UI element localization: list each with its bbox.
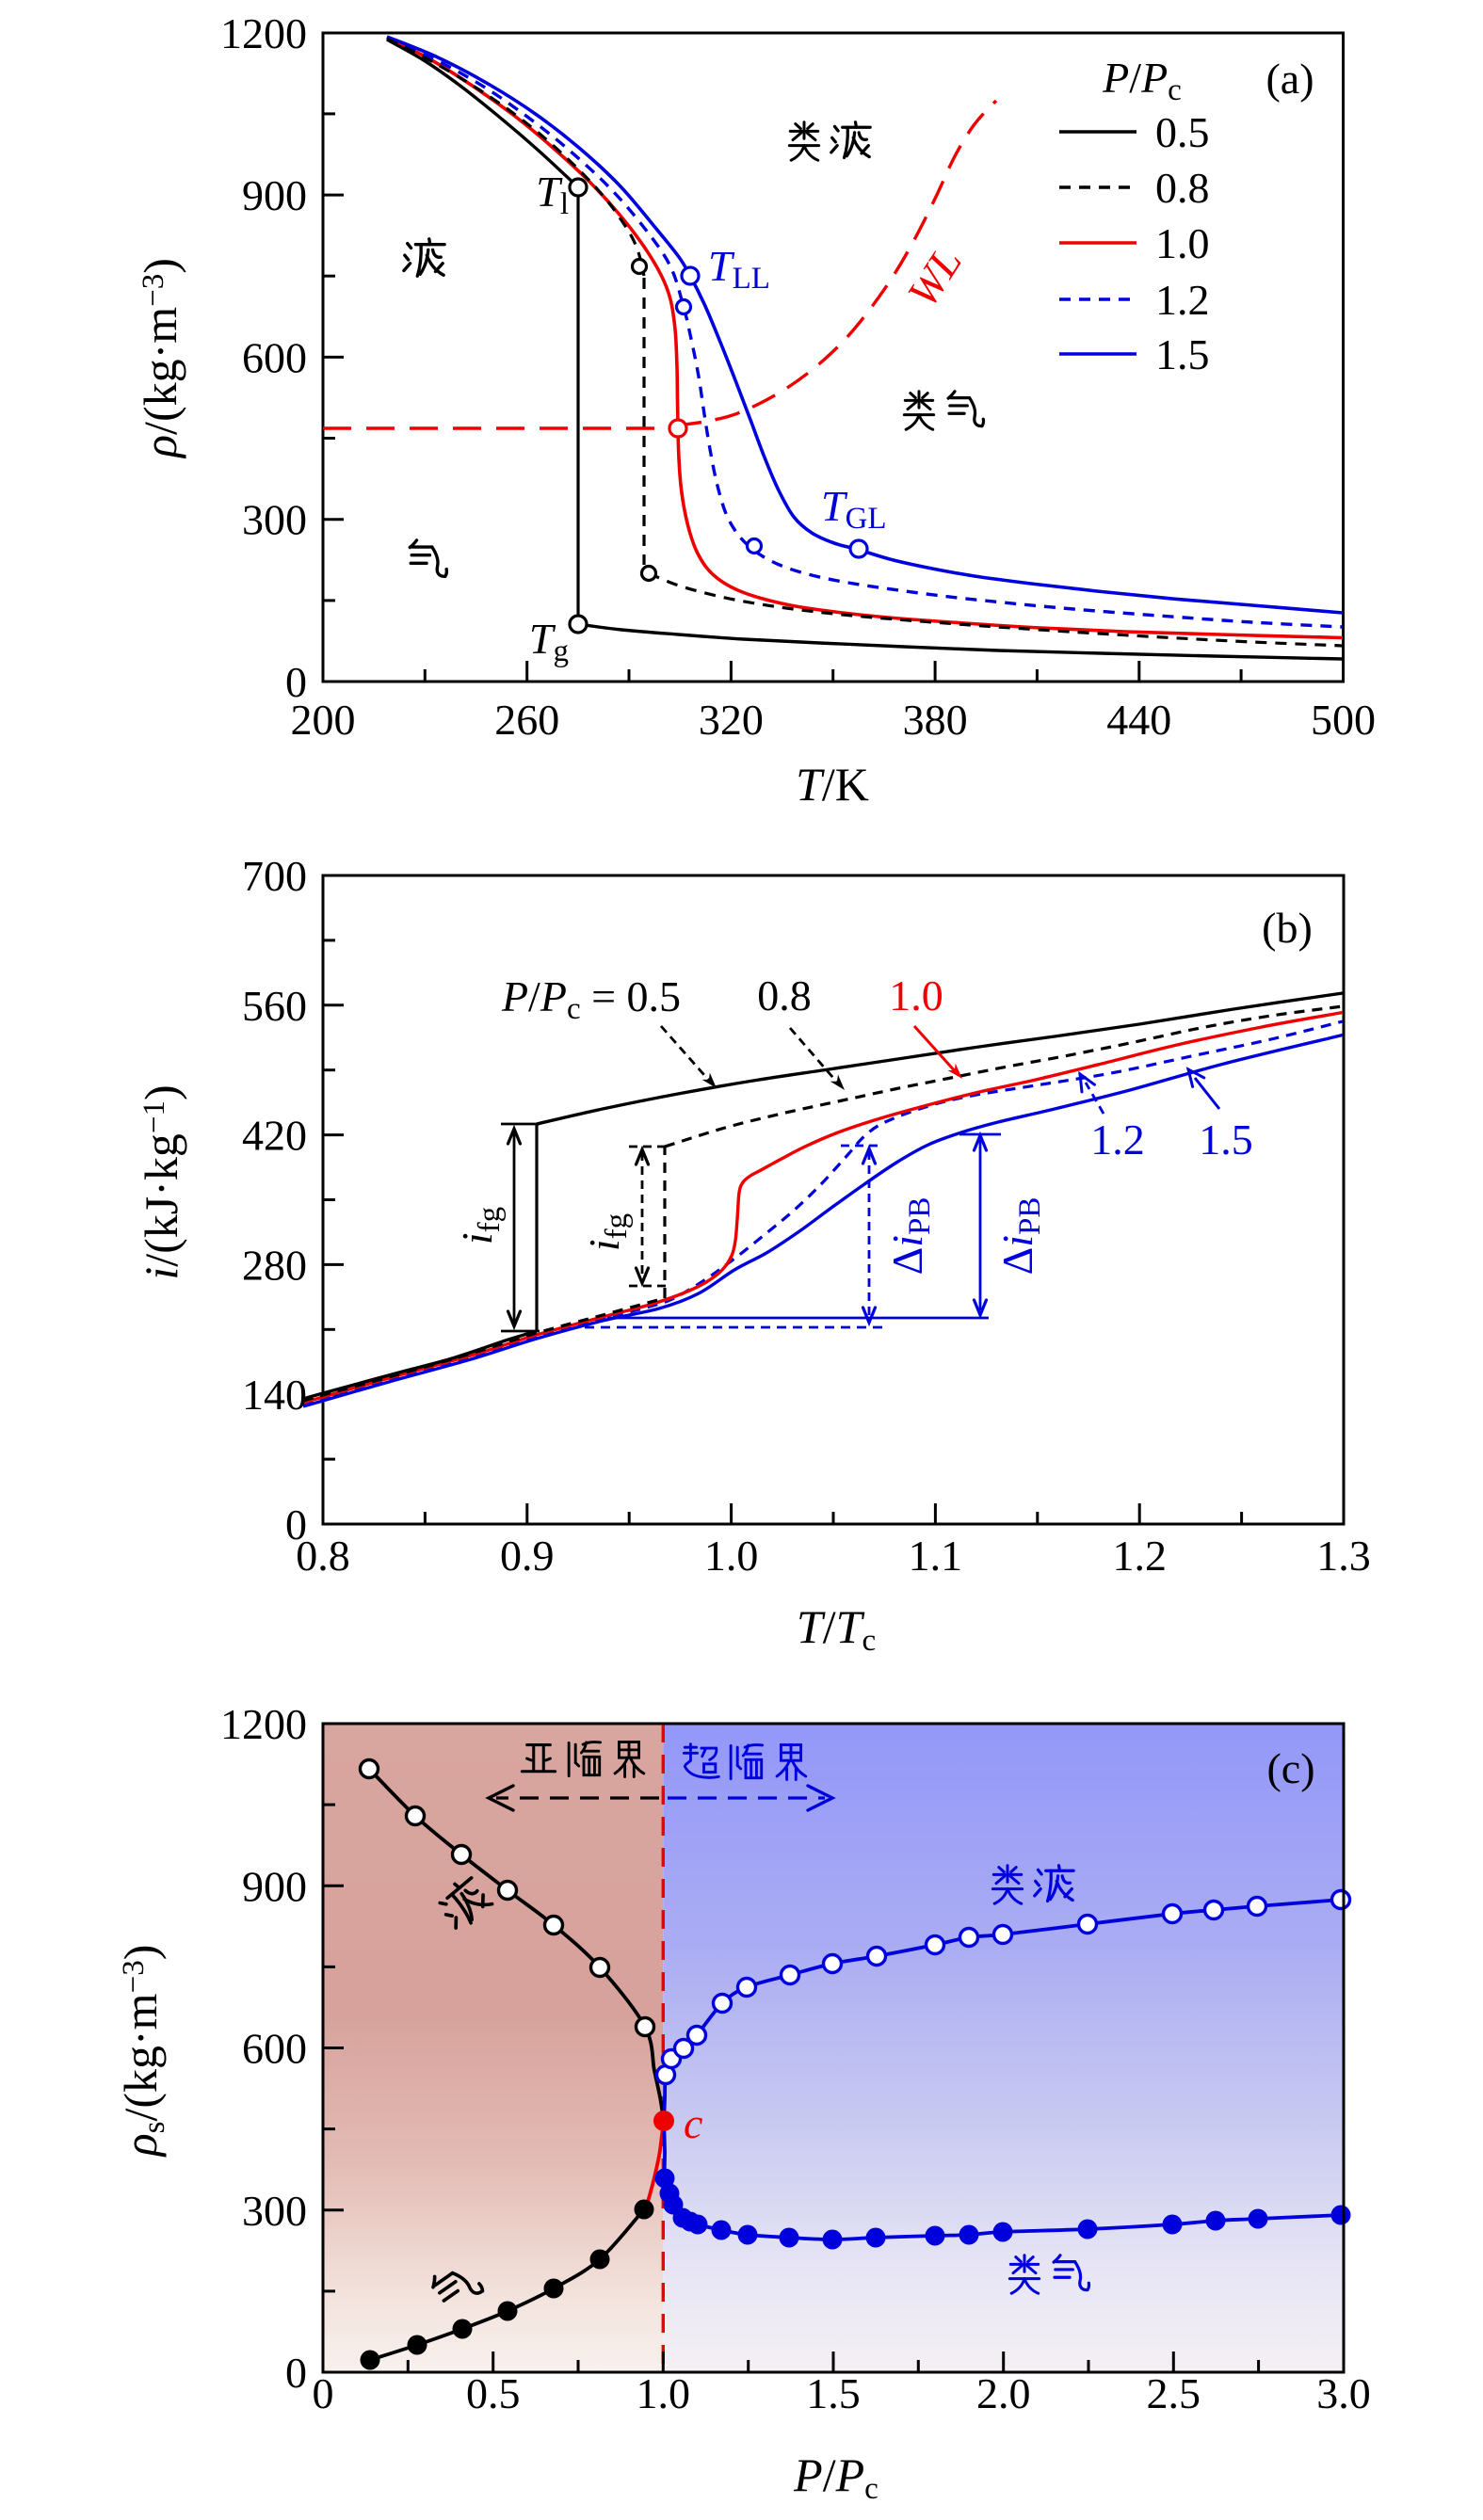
svg-text:2.5: 2.5 xyxy=(1147,2369,1201,2417)
svg-text:TLL: TLL xyxy=(708,242,770,296)
svg-text:0: 0 xyxy=(285,658,307,706)
svg-text:Tl: Tl xyxy=(536,168,569,221)
svg-text:1200: 1200 xyxy=(220,9,307,57)
svg-text:1.5: 1.5 xyxy=(1199,1116,1253,1164)
svg-text:280: 280 xyxy=(242,1241,307,1289)
svg-text:320: 320 xyxy=(699,696,764,744)
svg-text:0.8: 0.8 xyxy=(1155,164,1210,212)
svg-text:440: 440 xyxy=(1106,696,1171,744)
svg-text:1.0: 1.0 xyxy=(889,971,943,1019)
svg-text:(b): (b) xyxy=(1262,904,1313,952)
svg-text:ifg: ifg xyxy=(580,1213,634,1251)
svg-text:600: 600 xyxy=(242,2025,307,2073)
svg-text:200: 200 xyxy=(291,696,356,744)
svg-text:TGL: TGL xyxy=(821,482,887,536)
svg-text:0.9: 0.9 xyxy=(500,1532,555,1580)
svg-text:1.3: 1.3 xyxy=(1316,1532,1371,1580)
svg-text:1.1: 1.1 xyxy=(909,1532,963,1580)
svg-text:900: 900 xyxy=(242,1862,307,1910)
svg-text:1.5: 1.5 xyxy=(1155,330,1210,378)
svg-text:140: 140 xyxy=(242,1371,307,1419)
svg-text:0.8: 0.8 xyxy=(296,1532,350,1580)
svg-text:560: 560 xyxy=(242,982,307,1030)
svg-text:260: 260 xyxy=(494,696,559,744)
svg-text:1.2: 1.2 xyxy=(1112,1532,1167,1580)
svg-text:1200: 1200 xyxy=(220,1700,307,1748)
svg-text:Tg: Tg xyxy=(529,615,569,668)
svg-text:500: 500 xyxy=(1311,696,1376,744)
svg-text:380: 380 xyxy=(903,696,968,744)
svg-text:600: 600 xyxy=(242,333,307,381)
svg-text:3.0: 3.0 xyxy=(1316,2369,1371,2417)
svg-text:T/K: T/K xyxy=(796,758,869,811)
svg-text:420: 420 xyxy=(242,1112,307,1160)
svg-text:1.0: 1.0 xyxy=(704,1532,759,1580)
svg-text:700: 700 xyxy=(242,852,307,900)
svg-text:0: 0 xyxy=(285,2349,307,2397)
svg-text:300: 300 xyxy=(242,2187,307,2235)
svg-text:0.5: 0.5 xyxy=(466,2369,521,2417)
svg-text:0: 0 xyxy=(313,2369,334,2417)
svg-text:(c): (c) xyxy=(1266,1744,1314,1792)
svg-text:0: 0 xyxy=(285,1501,307,1549)
svg-text:900: 900 xyxy=(242,171,307,219)
svg-text:1.2: 1.2 xyxy=(1155,276,1210,324)
svg-text:ifg: ifg xyxy=(453,1207,507,1244)
svg-text:1.2: 1.2 xyxy=(1090,1116,1145,1164)
svg-text:300: 300 xyxy=(242,496,307,544)
svg-text:P/Pc: P/Pc xyxy=(793,2448,879,2506)
svg-text:ρs/(kg·m−3): ρs/(kg·m−3) xyxy=(114,1945,171,2159)
svg-text:1.0: 1.0 xyxy=(1155,219,1210,267)
svg-text:2.0: 2.0 xyxy=(976,2369,1031,2417)
svg-text:0.5: 0.5 xyxy=(1155,108,1210,156)
svg-text:P/Pc = 0.5: P/Pc = 0.5 xyxy=(501,972,681,1026)
svg-text:(a): (a) xyxy=(1265,55,1314,103)
svg-text:1.0: 1.0 xyxy=(637,2369,691,2417)
svg-text:0.8: 0.8 xyxy=(757,971,812,1019)
svg-text:1.5: 1.5 xyxy=(806,2369,861,2417)
svg-text:c: c xyxy=(684,2099,702,2147)
